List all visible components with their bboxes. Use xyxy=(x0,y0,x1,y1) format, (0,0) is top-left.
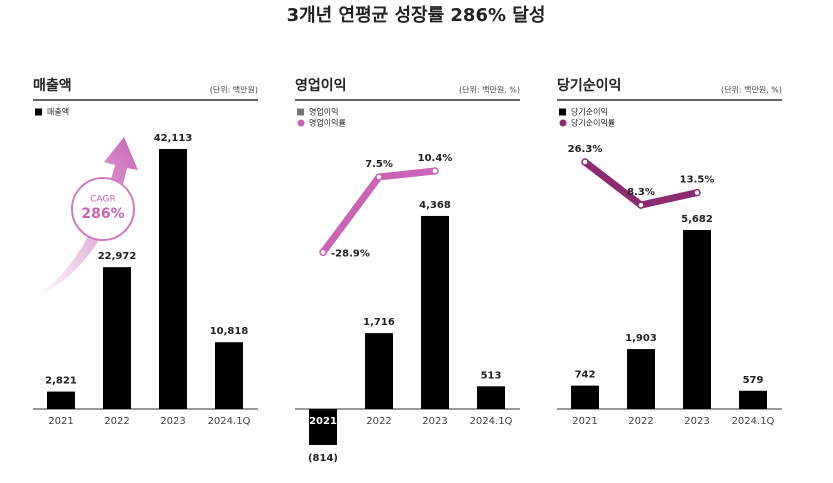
line-point xyxy=(375,173,383,181)
value-label: 42,113 xyxy=(154,133,193,144)
line-value-label: 10.4% xyxy=(418,153,453,164)
value-label: 22,972 xyxy=(98,251,137,262)
panel-title: 영업이익 xyxy=(295,77,347,94)
legend-label: 영업이익 xyxy=(309,107,338,117)
x-tick-label: 2021 xyxy=(309,416,337,427)
line-point xyxy=(319,248,327,257)
line-value-label: 26.3% xyxy=(568,144,603,155)
value-label: 4,368 xyxy=(419,200,451,211)
legend-label: 당기순이익 xyxy=(571,107,608,117)
x-tick-label: 2022 xyxy=(104,416,129,427)
x-tick-label: 2023 xyxy=(422,416,447,427)
cagr-badge xyxy=(71,177,135,241)
line-point xyxy=(431,167,439,175)
x-tick-label: 2021 xyxy=(48,416,73,427)
value-label: 1,903 xyxy=(625,333,657,344)
bar xyxy=(309,409,337,445)
bar xyxy=(103,267,131,409)
legend-swatch xyxy=(35,108,42,116)
x-tick-label: 2022 xyxy=(366,416,391,427)
page-title: 3개년 연평균 성장률 286% 달성 xyxy=(287,5,546,26)
line-point xyxy=(637,201,645,209)
legend-swatch xyxy=(297,119,305,127)
bar xyxy=(215,342,243,409)
value-label: 513 xyxy=(481,370,502,381)
panel-unit: (단위: 백만원, %) xyxy=(721,85,782,95)
bar xyxy=(627,349,655,409)
bar xyxy=(365,333,393,409)
value-label: 742 xyxy=(575,370,596,381)
panel-title: 당기순이익 xyxy=(557,77,621,94)
panel-unit: (단위: 백만원, %) xyxy=(459,85,520,95)
value-label: 1,716 xyxy=(363,317,395,328)
cagr-label: CAGR xyxy=(90,195,116,205)
x-tick-label: 2023 xyxy=(160,416,185,427)
legend-swatch xyxy=(559,108,566,116)
x-tick-label: 2024.1Q xyxy=(732,416,775,427)
bar xyxy=(571,385,599,409)
legend-label: 영업이익률 xyxy=(309,118,346,128)
x-tick-label: 2024.1Q xyxy=(470,416,513,427)
growth-arrow xyxy=(35,137,138,298)
line xyxy=(320,167,436,255)
panel-title: 매출액 xyxy=(33,77,72,94)
bar xyxy=(683,230,711,409)
value-label: 579 xyxy=(743,375,764,386)
line-point xyxy=(693,188,701,197)
legend-label: 당기순이익률 xyxy=(571,118,615,128)
legend-label: 매출액 xyxy=(47,107,69,117)
line-value-label: 7.5% xyxy=(365,159,393,170)
cagr-value: 286% xyxy=(81,206,124,222)
line-value-label: 8.3% xyxy=(627,187,655,198)
legend-swatch xyxy=(297,108,304,116)
value-label: 2,821 xyxy=(45,376,77,387)
value-label: 10,818 xyxy=(210,326,249,337)
bar xyxy=(477,386,505,409)
legend-swatch xyxy=(559,119,567,127)
line-value-label: 13.5% xyxy=(680,175,715,186)
bar xyxy=(421,215,449,409)
bar xyxy=(739,390,767,409)
bar xyxy=(47,391,75,409)
value-label: 5,682 xyxy=(681,214,713,225)
x-tick-label: 2023 xyxy=(684,416,709,427)
panel-unit: (단위: 백만원) xyxy=(210,85,258,95)
value-label: (814) xyxy=(308,453,338,464)
line-value-label: -28.9% xyxy=(331,248,370,259)
bar xyxy=(159,148,187,410)
x-tick-label: 2022 xyxy=(628,416,653,427)
x-tick-label: 2024.1Q xyxy=(208,416,251,427)
line-point xyxy=(581,158,589,166)
x-tick-label: 2021 xyxy=(572,416,597,427)
